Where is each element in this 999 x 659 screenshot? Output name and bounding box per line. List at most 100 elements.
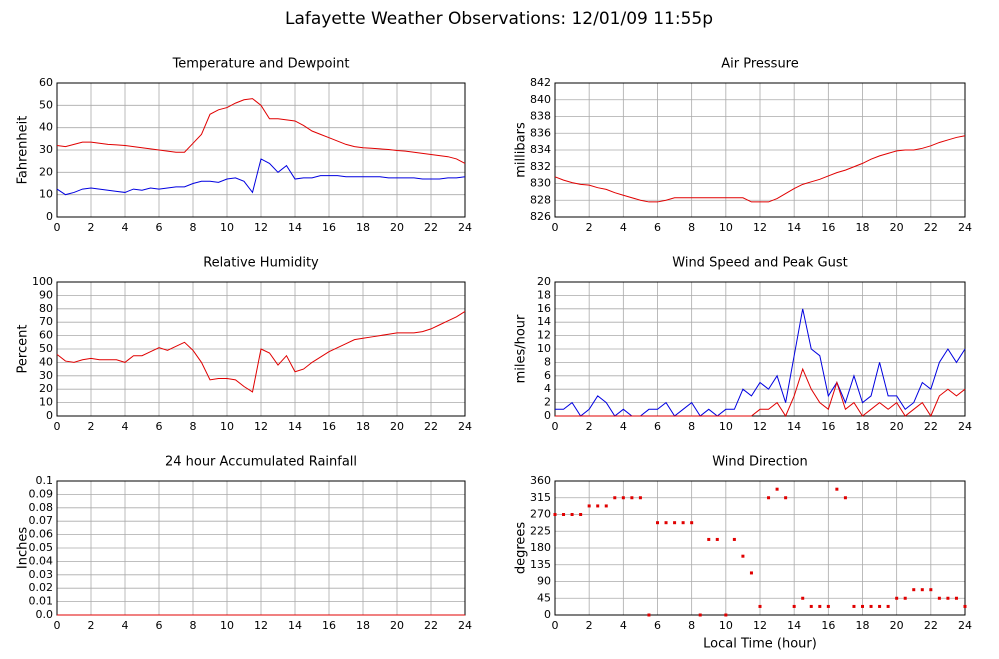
data-point bbox=[937, 596, 941, 600]
y-tick-label: 20 bbox=[39, 382, 53, 395]
y-tick-label: 60 bbox=[39, 329, 53, 342]
x-axis-label: Local Time (hour) bbox=[703, 637, 817, 652]
x-tick-label: 6 bbox=[156, 420, 163, 433]
x-tick-label: 22 bbox=[424, 420, 438, 433]
data-point bbox=[801, 596, 805, 600]
y-tick-label: 45 bbox=[537, 591, 551, 604]
x-tick-label: 20 bbox=[890, 221, 904, 234]
plot-frame bbox=[56, 82, 466, 218]
x-tick-label: 2 bbox=[586, 221, 593, 234]
data-point bbox=[895, 596, 899, 600]
data-point bbox=[724, 613, 728, 617]
y-tick-label: 40 bbox=[39, 355, 53, 368]
y-tick-label: 0 bbox=[544, 409, 551, 422]
y-tick-label: 8 bbox=[544, 355, 551, 368]
data-point bbox=[886, 604, 890, 608]
x-tick-label: 6 bbox=[654, 221, 661, 234]
data-point bbox=[775, 487, 779, 491]
data-point bbox=[920, 588, 924, 592]
x-tick-label: 24 bbox=[958, 619, 972, 632]
data-point bbox=[604, 504, 608, 508]
x-tick-label: 16 bbox=[322, 420, 336, 433]
data-line bbox=[555, 308, 966, 417]
y-tick-label: 836 bbox=[530, 126, 551, 139]
y-tick-label: 842 bbox=[530, 76, 551, 89]
data-point bbox=[741, 554, 745, 558]
y-tick-label: 0.09 bbox=[29, 487, 54, 500]
x-tick-label: 0 bbox=[552, 619, 559, 632]
x-tick-label: 2 bbox=[88, 420, 95, 433]
x-tick-label: 0 bbox=[552, 420, 559, 433]
y-tick-label: 4 bbox=[544, 382, 551, 395]
chart-title: Air Pressure bbox=[721, 57, 799, 72]
x-tick-label: 12 bbox=[254, 420, 268, 433]
x-tick-label: 0 bbox=[552, 221, 559, 234]
x-tick-label: 18 bbox=[356, 619, 370, 632]
y-tick-label: 0 bbox=[46, 210, 53, 223]
x-tick-label: 12 bbox=[753, 221, 767, 234]
x-tick-label: 10 bbox=[719, 221, 733, 234]
data-point bbox=[758, 604, 762, 608]
x-tick-label: 22 bbox=[424, 221, 438, 234]
data-point bbox=[963, 604, 967, 608]
x-tick-label: 4 bbox=[122, 420, 129, 433]
data-point bbox=[767, 496, 771, 500]
x-tick-label: 16 bbox=[322, 619, 336, 632]
x-tick-label: 14 bbox=[288, 619, 302, 632]
y-axis-label: Percent bbox=[16, 325, 31, 374]
x-tick-label: 2 bbox=[586, 619, 593, 632]
y-tick-label: 60 bbox=[39, 76, 53, 89]
x-tick-label: 0 bbox=[54, 619, 61, 632]
x-tick-label: 20 bbox=[390, 221, 404, 234]
data-point bbox=[809, 604, 813, 608]
chart-title: Relative Humidity bbox=[203, 256, 319, 271]
data-point bbox=[587, 504, 591, 508]
y-tick-label: 0.06 bbox=[29, 528, 54, 541]
y-tick-label: 270 bbox=[530, 508, 551, 521]
y-tick-label: 840 bbox=[530, 93, 551, 106]
x-tick-label: 8 bbox=[688, 619, 695, 632]
x-tick-label: 22 bbox=[424, 619, 438, 632]
x-tick-label: 16 bbox=[821, 221, 835, 234]
x-tick-label: 4 bbox=[620, 420, 627, 433]
x-tick-label: 8 bbox=[688, 420, 695, 433]
x-tick-label: 14 bbox=[787, 420, 801, 433]
y-tick-label: 0 bbox=[46, 409, 53, 422]
y-tick-label: 832 bbox=[530, 160, 551, 173]
x-tick-label: 16 bbox=[821, 420, 835, 433]
data-point bbox=[673, 521, 677, 525]
data-point bbox=[929, 588, 933, 592]
y-tick-label: 225 bbox=[530, 524, 551, 537]
x-tick-label: 10 bbox=[719, 420, 733, 433]
data-point bbox=[596, 504, 600, 508]
x-tick-label: 10 bbox=[719, 619, 733, 632]
y-axis-label: Inches bbox=[16, 527, 31, 569]
y-tick-label: 80 bbox=[39, 302, 53, 315]
x-tick-label: 8 bbox=[688, 221, 695, 234]
y-tick-label: 360 bbox=[530, 474, 551, 487]
data-point bbox=[732, 537, 736, 541]
y-tick-label: 30 bbox=[39, 143, 53, 156]
plot-frame bbox=[56, 281, 466, 417]
data-point bbox=[664, 521, 668, 525]
x-tick-label: 20 bbox=[390, 420, 404, 433]
x-tick-label: 2 bbox=[88, 221, 95, 234]
data-line bbox=[56, 311, 466, 393]
y-tick-label: 2 bbox=[544, 396, 551, 409]
y-tick-label: 20 bbox=[537, 275, 551, 288]
data-point bbox=[954, 596, 958, 600]
y-tick-label: 50 bbox=[39, 98, 53, 111]
y-tick-label: 50 bbox=[39, 342, 53, 355]
x-tick-label: 18 bbox=[356, 420, 370, 433]
data-point bbox=[570, 513, 574, 516]
x-tick-label: 22 bbox=[924, 420, 938, 433]
x-tick-label: 8 bbox=[190, 221, 197, 234]
y-tick-label: 18 bbox=[537, 288, 551, 301]
data-point bbox=[946, 596, 950, 600]
x-tick-label: 12 bbox=[753, 619, 767, 632]
y-tick-label: 0.1 bbox=[36, 474, 54, 487]
y-tick-label: 10 bbox=[39, 188, 53, 201]
plot-frame bbox=[554, 82, 966, 218]
x-tick-label: 14 bbox=[787, 619, 801, 632]
y-tick-label: 90 bbox=[39, 288, 53, 301]
